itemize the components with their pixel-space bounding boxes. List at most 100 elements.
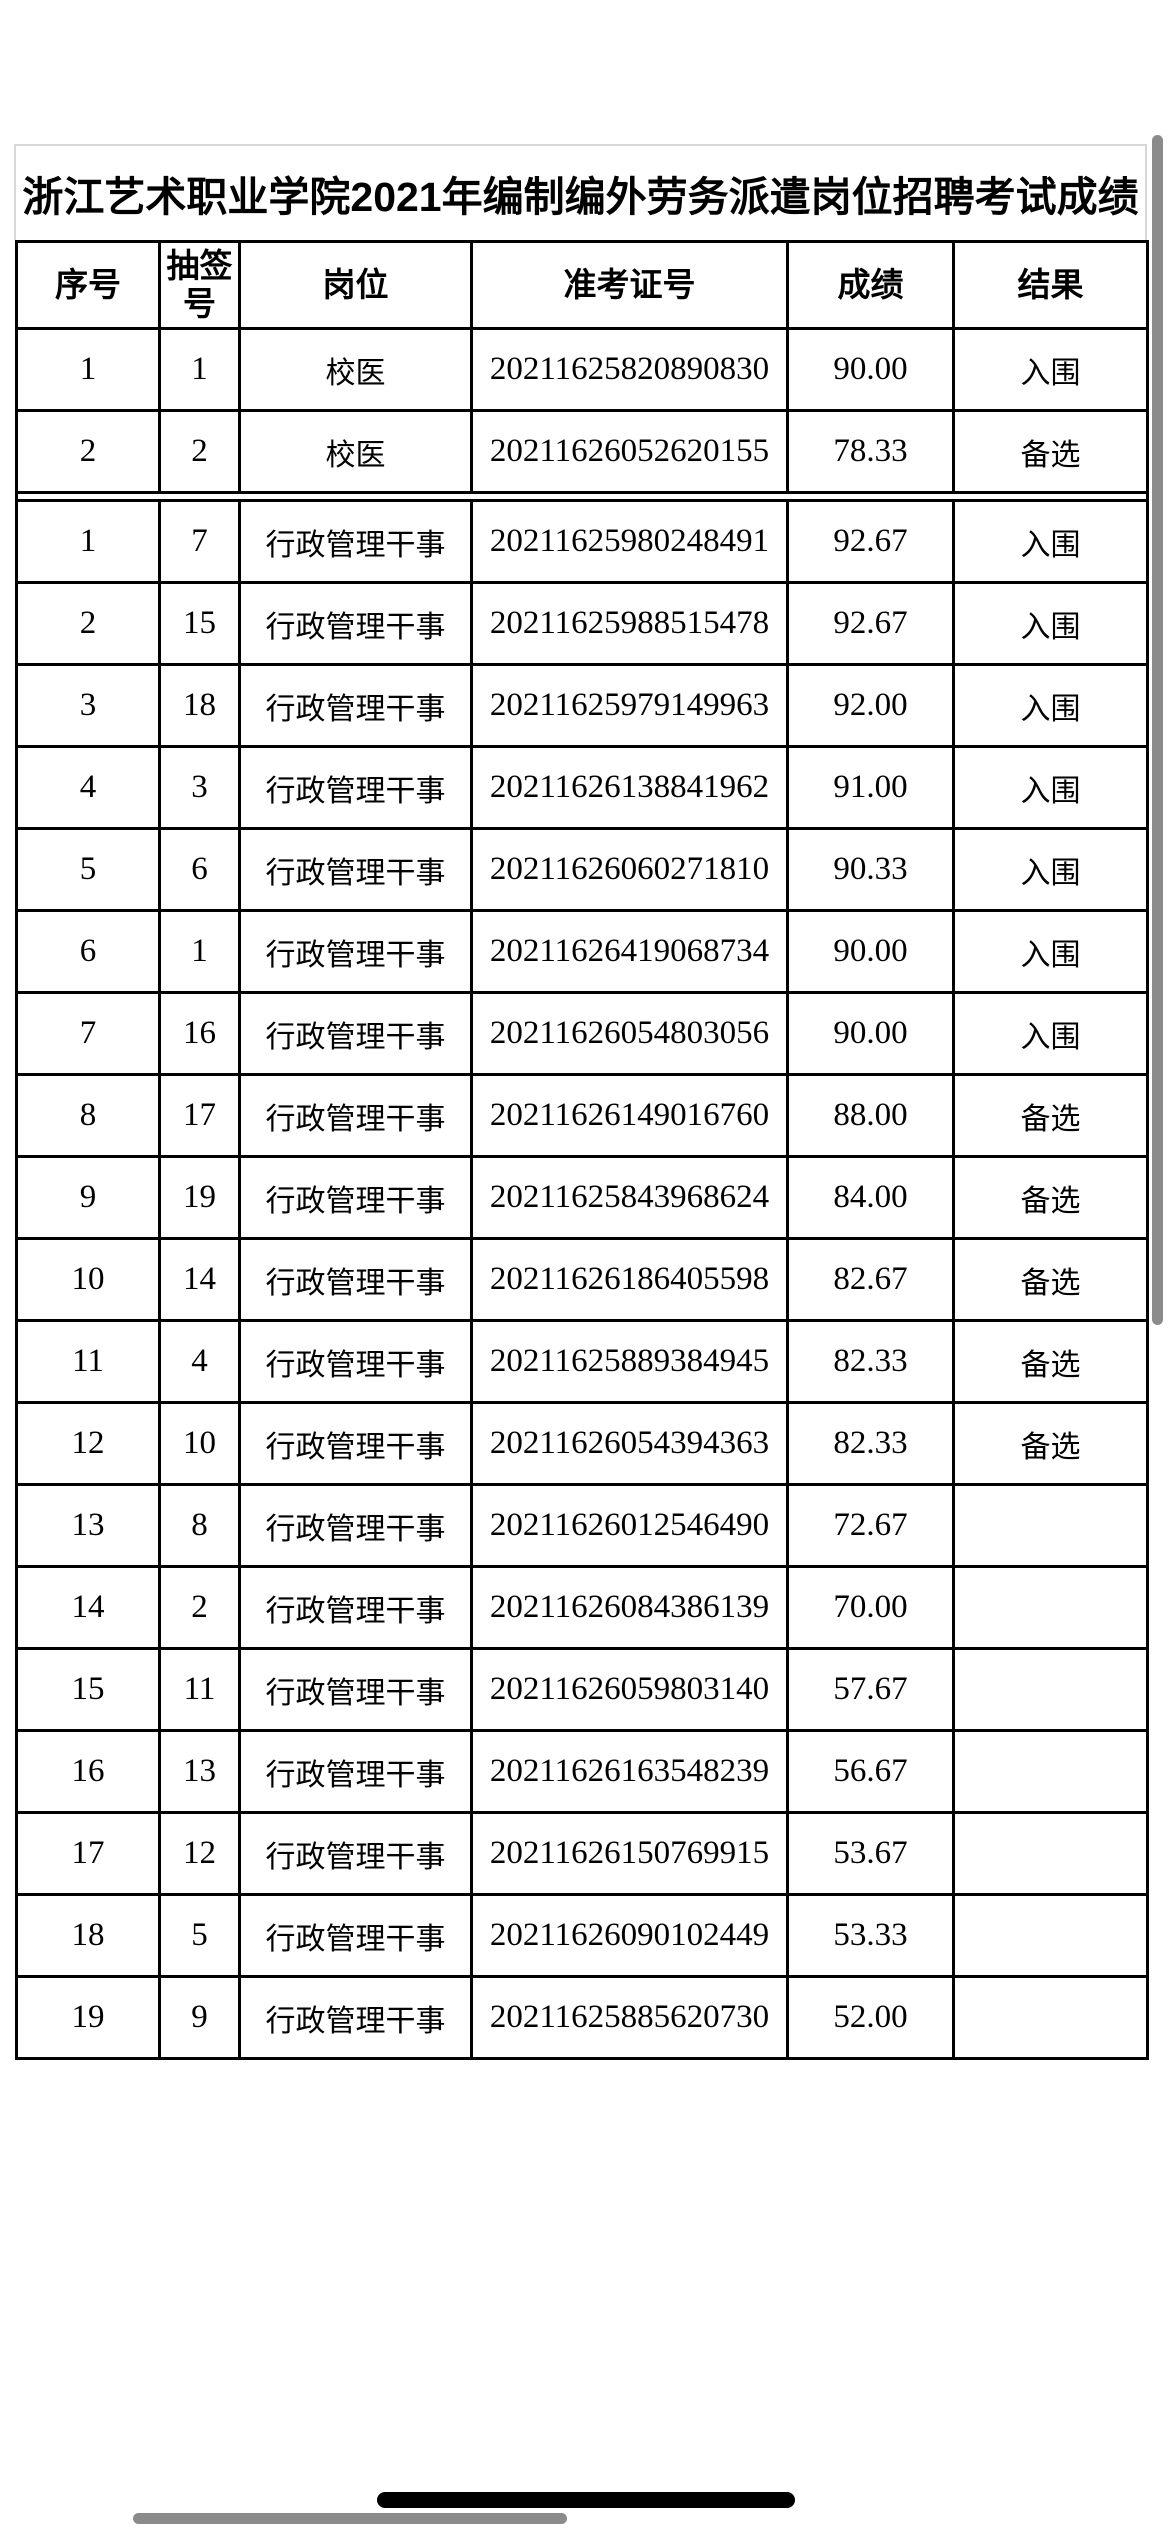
cell-index: 17	[15, 1811, 161, 1896]
cell-index: 2	[15, 409, 161, 494]
cell-position: 行政管理干事	[238, 745, 473, 830]
cell-position: 行政管理干事	[238, 827, 473, 912]
table-row: 15 11 行政管理干事 20211626059803140 57.67	[15, 1647, 1149, 1732]
cell-ticket-number: 20211625979149963	[470, 663, 789, 748]
table-header-row: 序号 抽签号 岗位 准考证号 成绩 结果	[15, 240, 1149, 330]
cell-position: 行政管理干事	[238, 1893, 473, 1978]
cell-score: 70.00	[786, 1565, 955, 1650]
table-row: 2 2 校医 20211626052620155 78.33 备选	[15, 409, 1149, 494]
cell-result	[952, 1975, 1149, 2060]
section-divider-cell	[15, 491, 1149, 502]
cell-lottery-number: 5	[158, 1893, 241, 1978]
cell-ticket-number: 20211626054803056	[470, 991, 789, 1076]
cell-index: 18	[15, 1893, 161, 1978]
cell-ticket-number: 20211626149016760	[470, 1073, 789, 1158]
cell-ticket-number: 20211625889384945	[470, 1319, 789, 1404]
page-title: 浙江艺术职业学院2021年编制编外劳务派遣岗位招聘考试成绩	[14, 144, 1147, 240]
cell-lottery-number: 8	[158, 1483, 241, 1568]
cell-index: 10	[15, 1237, 161, 1322]
cell-lottery-number: 2	[158, 1565, 241, 1650]
cell-ticket-number: 20211625885620730	[470, 1975, 789, 2060]
table-row: 1 1 校医 20211625820890830 90.00 入围	[15, 327, 1149, 412]
cell-lottery-number: 19	[158, 1155, 241, 1240]
cell-score: 82.33	[786, 1401, 955, 1486]
cell-score: 88.00	[786, 1073, 955, 1158]
table-row: 5 6 行政管理干事 20211626060271810 90.33 入围	[15, 827, 1149, 912]
cell-ticket-number: 20211626186405598	[470, 1237, 789, 1322]
cell-result	[952, 1647, 1149, 1732]
cell-score: 90.00	[786, 991, 955, 1076]
cell-result: 入围	[952, 909, 1149, 994]
cell-index: 12	[15, 1401, 161, 1486]
cell-index: 4	[15, 745, 161, 830]
table-row: 9 19 行政管理干事 20211625843968624 84.00 备选	[15, 1155, 1149, 1240]
cell-ticket-number: 20211626163548239	[470, 1729, 789, 1814]
cell-lottery-number: 16	[158, 991, 241, 1076]
cell-index: 19	[15, 1975, 161, 2060]
cell-index: 16	[15, 1729, 161, 1814]
cell-score: 92.00	[786, 663, 955, 748]
cell-score: 82.67	[786, 1237, 955, 1322]
cell-position: 校医	[238, 409, 473, 494]
cell-result: 备选	[952, 1401, 1149, 1486]
cell-ticket-number: 20211626052620155	[470, 409, 789, 494]
cell-position: 行政管理干事	[238, 1073, 473, 1158]
cell-score: 53.33	[786, 1893, 955, 1978]
cell-lottery-number: 1	[158, 327, 241, 412]
table-row: 18 5 行政管理干事 20211626090102449 53.33	[15, 1893, 1149, 1978]
col-header-index: 序号	[15, 240, 161, 330]
cell-score: 53.67	[786, 1811, 955, 1896]
col-header-score: 成绩	[786, 240, 955, 330]
cell-score: 78.33	[786, 409, 955, 494]
table-row: 4 3 行政管理干事 20211626138841962 91.00 入围	[15, 745, 1149, 830]
cell-ticket-number: 20211626059803140	[470, 1647, 789, 1732]
cell-ticket-number: 20211626419068734	[470, 909, 789, 994]
cell-lottery-number: 12	[158, 1811, 241, 1896]
table-row: 8 17 行政管理干事 20211626149016760 88.00 备选	[15, 1073, 1149, 1158]
cell-ticket-number: 20211626060271810	[470, 827, 789, 912]
cell-result: 入围	[952, 991, 1149, 1076]
cell-index: 8	[15, 1073, 161, 1158]
cell-lottery-number: 3	[158, 745, 241, 830]
home-indicator-bar[interactable]	[377, 2492, 795, 2508]
table-row: 16 13 行政管理干事 20211626163548239 56.67	[15, 1729, 1149, 1814]
cell-result: 入围	[952, 663, 1149, 748]
cell-position: 校医	[238, 327, 473, 412]
cell-lottery-number: 18	[158, 663, 241, 748]
cell-lottery-number: 7	[158, 499, 241, 584]
cell-lottery-number: 6	[158, 827, 241, 912]
table-row: 13 8 行政管理干事 20211626012546490 72.67	[15, 1483, 1149, 1568]
vertical-scrollbar-thumb[interactable]	[1152, 135, 1163, 1325]
cell-result: 备选	[952, 1237, 1149, 1322]
cell-result: 入围	[952, 327, 1149, 412]
horizontal-scrollbar-thumb[interactable]	[133, 2513, 567, 2524]
cell-position: 行政管理干事	[238, 1565, 473, 1650]
cell-position: 行政管理干事	[238, 581, 473, 666]
cell-index: 3	[15, 663, 161, 748]
cell-result	[952, 1893, 1149, 1978]
cell-lottery-number: 1	[158, 909, 241, 994]
cell-ticket-number: 20211625843968624	[470, 1155, 789, 1240]
cell-position: 行政管理干事	[238, 499, 473, 584]
cell-score: 92.67	[786, 581, 955, 666]
cell-result: 入围	[952, 827, 1149, 912]
cell-position: 行政管理干事	[238, 1483, 473, 1568]
cell-ticket-number: 20211626138841962	[470, 745, 789, 830]
cell-lottery-number: 9	[158, 1975, 241, 2060]
cell-lottery-number: 13	[158, 1729, 241, 1814]
cell-ticket-number: 20211625988515478	[470, 581, 789, 666]
cell-score: 72.67	[786, 1483, 955, 1568]
section-divider	[15, 491, 1149, 502]
cell-score: 90.33	[786, 827, 955, 912]
cell-score: 90.00	[786, 909, 955, 994]
table-row: 14 2 行政管理干事 20211626084386139 70.00	[15, 1565, 1149, 1650]
cell-result	[952, 1565, 1149, 1650]
cell-result: 入围	[952, 745, 1149, 830]
col-header-result: 结果	[952, 240, 1149, 330]
cell-ticket-number: 20211626090102449	[470, 1893, 789, 1978]
table-row: 3 18 行政管理干事 20211625979149963 92.00 入围	[15, 663, 1149, 748]
cell-index: 15	[15, 1647, 161, 1732]
cell-lottery-number: 11	[158, 1647, 241, 1732]
cell-ticket-number: 20211626084386139	[470, 1565, 789, 1650]
